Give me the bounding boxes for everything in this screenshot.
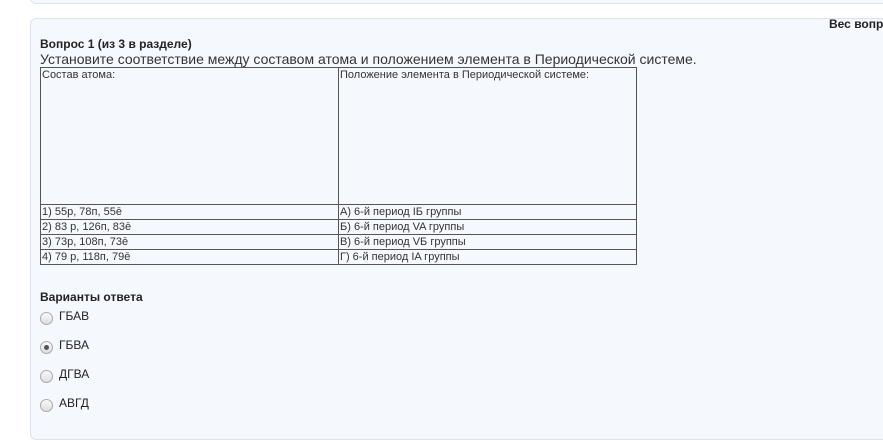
answer-option-label: АВГД [59,396,89,410]
position-cell: В) 6-й период VБ группы [338,234,637,250]
answer-option-label: ДГВА [59,367,90,381]
question-weight-label: Вес вопр [829,17,883,31]
answer-option[interactable]: ДГВА [40,367,90,383]
answer-option[interactable]: АВГД [40,396,89,412]
position-cell: Г) 6-й период IA группы [338,249,637,265]
table-row: 2) 83 р, 126п, 83ē Б) 6-й период VA груп… [40,219,637,235]
radio-button[interactable] [40,369,53,383]
answer-options-title: Варианты ответа [40,290,143,304]
previous-panel [30,0,883,4]
table-row: 3) 73р, 108п, 73ē В) 6-й период VБ групп… [40,234,637,250]
position-cell: Б) 6-й период VA группы [338,219,637,235]
table-row: 1) 55р, 78п, 55ē А) 6-й период IБ группы [40,204,637,220]
radio-button-selected[interactable] [40,340,53,354]
composition-cell: 4) 79 р, 118п, 79ē [40,249,339,265]
position-cell: А) 6-й период IБ группы [338,204,637,220]
radio-button[interactable] [40,311,53,325]
header-position: Положение элемента в Периодической систе… [338,67,637,205]
composition-cell: 2) 83 р, 126п, 83ē [40,219,339,235]
composition-cell: 3) 73р, 108п, 73ē [40,234,339,250]
answer-option[interactable]: ГБВА [40,338,89,354]
answer-option-label: ГБВА [59,338,89,352]
radio-button[interactable] [40,398,53,412]
question-title: Вопрос 1 (из 3 в разделе) [40,37,192,51]
header-composition: Состав атома: [40,67,339,205]
question-text: Установите соответствие между составом а… [40,51,697,67]
composition-cell: 1) 55р, 78п, 55ē [40,204,339,220]
table-row: 4) 79 р, 118п, 79ē Г) 6-й период IA груп… [40,249,637,265]
matching-table: Состав атома: Положение элемента в Перио… [40,67,637,265]
answer-option[interactable]: ГБАВ [40,309,90,325]
table-header-row: Состав атома: Положение элемента в Перио… [40,67,637,205]
answer-option-label: ГБАВ [59,309,90,323]
